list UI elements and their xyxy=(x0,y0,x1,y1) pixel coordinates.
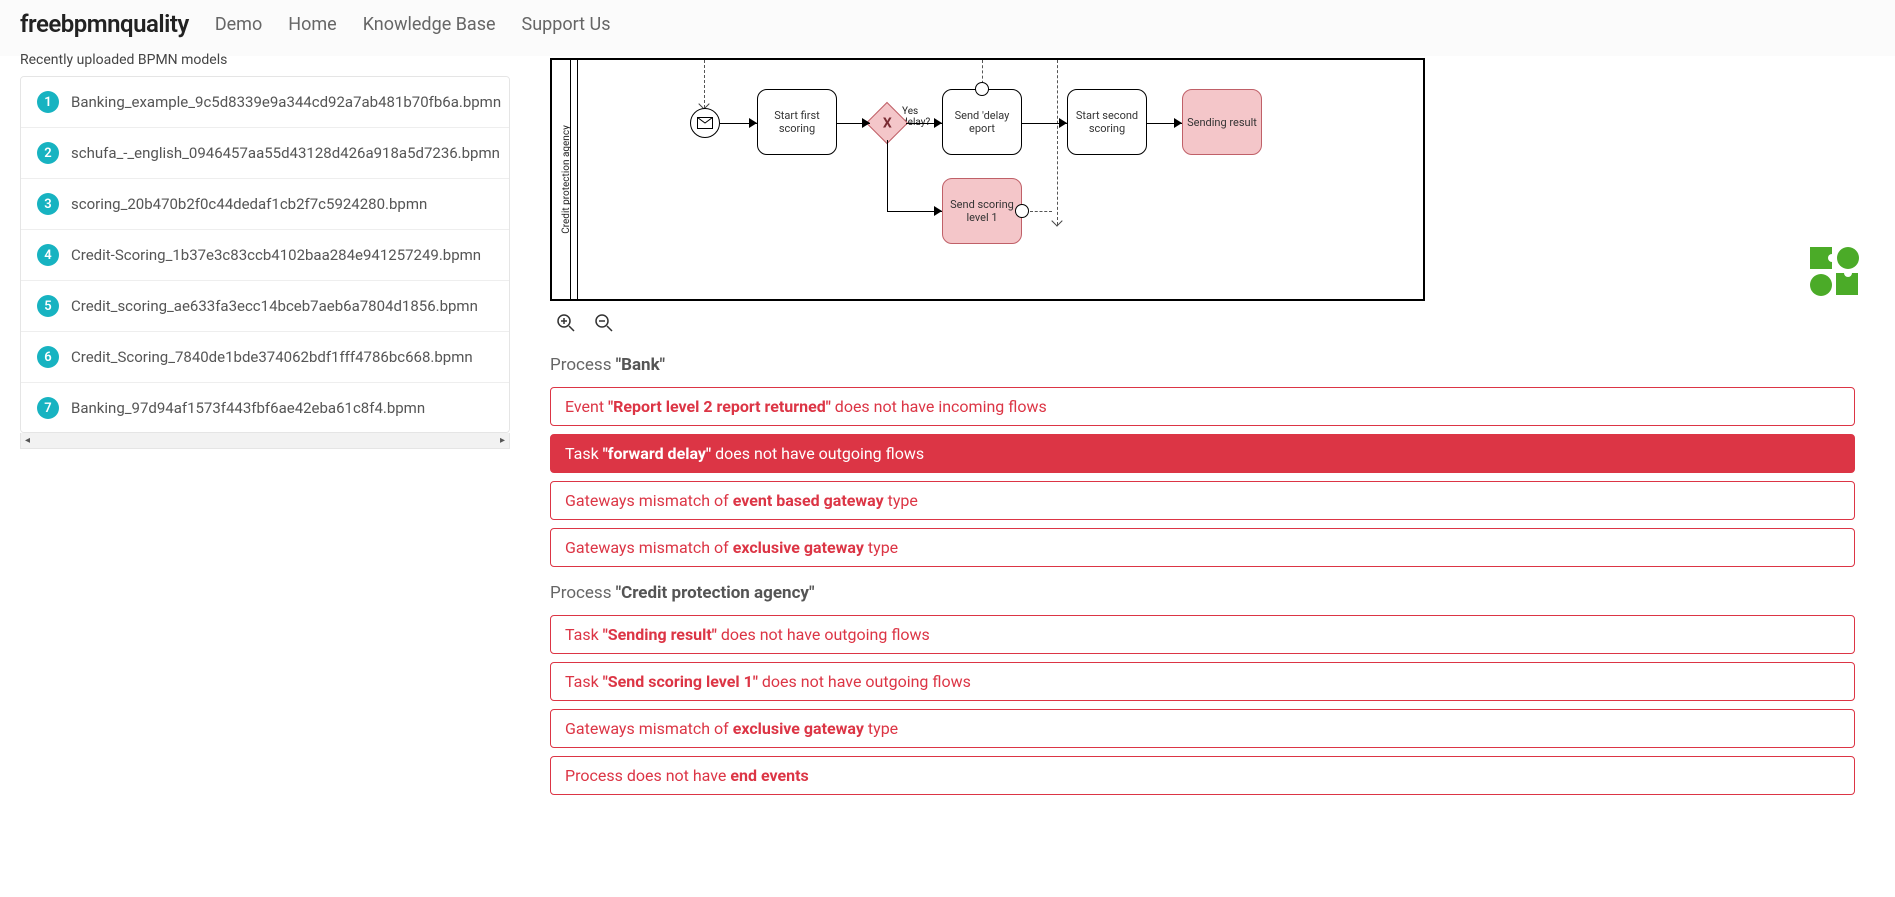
file-index-badge: 3 xyxy=(37,193,59,215)
puzzle-logo-icon xyxy=(1808,245,1860,301)
sidebar-title: Recently uploaded BPMN models xyxy=(20,52,510,72)
file-name: scoring_20b470b2f0c44dedaf1cb2f7c5924280… xyxy=(71,195,427,213)
zoom-out-icon[interactable] xyxy=(594,313,614,337)
file-list[interactable]: 1 Banking_example_9c5d8339e9a344cd92a7ab4… xyxy=(20,76,510,433)
nav-link-kb[interactable]: Knowledge Base xyxy=(363,14,496,35)
issues-cpa: Task "Sending result" does not have outg… xyxy=(550,615,1855,795)
file-item[interactable]: 2 schufa_-_english_0946457aa55d43128d426a… xyxy=(21,128,509,179)
file-index-badge: 2 xyxy=(37,142,59,164)
arrowhead-icon xyxy=(934,206,942,216)
arrowhead-icon xyxy=(1174,118,1182,128)
file-name: Credit_scoring_ae633fa3ecc14bceb7aeb6a78… xyxy=(71,297,478,315)
file-index-badge: 7 xyxy=(37,397,59,419)
bpmn-task[interactable]: Sending result xyxy=(1182,89,1262,155)
file-name: Banking_97d94af1573f443fbf6ae42eba61c8f4… xyxy=(71,399,425,417)
file-item[interactable]: 6 Credit_Scoring_7840de1bde374062bdf1fff4… xyxy=(21,332,509,383)
arrowhead-icon xyxy=(1059,118,1067,128)
bpmn-start-event[interactable] xyxy=(690,108,720,138)
issue-item[interactable]: Task "Sending result" does not have outg… xyxy=(550,615,1855,654)
arrowhead-icon xyxy=(749,118,757,128)
file-name: schufa_-_english_0946457aa55d43128d426a9… xyxy=(71,144,500,162)
main-area: Recently uploaded BPMN models 1Banking_e… xyxy=(0,56,1895,803)
issue-item[interactable]: Gateways mismatch of exclusive gateway t… xyxy=(550,528,1855,567)
bpmn-boundary-event xyxy=(1015,204,1029,218)
sidebar: Recently uploaded BPMN models 1Banking_e… xyxy=(20,56,510,803)
file-item[interactable]: 4 Credit-Scoring_1b37e3c83ccb4102baa284e9… xyxy=(21,230,509,281)
process-heading-cpa: Process "Credit protection agency" xyxy=(550,575,1855,615)
file-name: Banking_example_9c5d8339e9a344cd92a7ab48… xyxy=(71,93,501,111)
bpmn-task[interactable]: Start first scoring xyxy=(757,89,837,155)
issue-item[interactable]: Task "Send scoring level 1" does not hav… xyxy=(550,662,1855,701)
arrowhead-icon xyxy=(934,118,942,128)
brand[interactable]: freebpmnquality xyxy=(20,10,189,38)
file-index-badge: 1 xyxy=(37,91,59,113)
file-item[interactable]: 1 Banking_example_9c5d8339e9a344cd92a7ab4… xyxy=(21,77,509,128)
file-index-badge: 5 xyxy=(37,295,59,317)
bpmn-task[interactable]: Send 'delay eport xyxy=(942,89,1022,155)
issues-bank: Event "Report level 2 report returned" d… xyxy=(550,387,1855,567)
file-name: Credit-Scoring_1b37e3c83ccb4102baa284e94… xyxy=(71,246,481,264)
file-item[interactable]: 5 Credit_scoring_ae633fa3ecc14bceb7aeb6a7… xyxy=(21,281,509,332)
sequence-flow xyxy=(887,140,888,211)
bpmn-task[interactable]: Send scoring level 1 xyxy=(942,178,1022,244)
process-heading-bank: Process "Bank" xyxy=(550,351,1855,387)
nav-link-demo[interactable]: Demo xyxy=(215,14,262,35)
file-item[interactable]: 3 scoring_20b470b2f0c44dedaf1cb2f7c592428… xyxy=(21,179,509,230)
content: Credit protection agency Start first sco… xyxy=(550,56,1875,803)
zoom-in-icon[interactable] xyxy=(556,313,576,337)
nav-link-support[interactable]: Support Us xyxy=(522,14,611,35)
lane-label: Credit protection agency xyxy=(556,60,578,299)
arrowhead-icon xyxy=(862,118,870,128)
issue-item[interactable]: Gateways mismatch of exclusive gateway t… xyxy=(550,709,1855,748)
issue-item[interactable]: Process does not have end events xyxy=(550,756,1855,795)
message-flow xyxy=(1057,60,1058,225)
lane-separator xyxy=(570,60,571,299)
file-index-badge: 4 xyxy=(37,244,59,266)
bpmn-boundary-event xyxy=(975,82,989,96)
issue-item[interactable]: Gateways mismatch of event based gateway… xyxy=(550,481,1855,520)
zoom-controls xyxy=(550,301,1855,351)
bpmn-diagram[interactable]: Credit protection agency Start first sco… xyxy=(550,58,1425,301)
horizontal-scroll-track[interactable]: ◂▸ xyxy=(20,433,510,449)
file-item[interactable]: 7 Banking_97d94af1573f443fbf6ae42eba61c8f… xyxy=(21,383,509,433)
nav-link-home[interactable]: Home xyxy=(288,14,336,35)
file-index-badge: 6 xyxy=(37,346,59,368)
message-flow xyxy=(1030,211,1052,212)
arrowhead-icon xyxy=(1051,215,1062,226)
issue-item[interactable]: Event "Report level 2 report returned" d… xyxy=(550,387,1855,426)
bpmn-task[interactable]: Start second scoring xyxy=(1067,89,1147,155)
top-nav: freebpmnquality Demo Home Knowledge Base… xyxy=(0,0,1895,56)
issue-item[interactable]: Task "forward delay" does not have outgo… xyxy=(550,434,1855,473)
file-name: Credit_Scoring_7840de1bde374062bdf1fff47… xyxy=(71,348,473,366)
